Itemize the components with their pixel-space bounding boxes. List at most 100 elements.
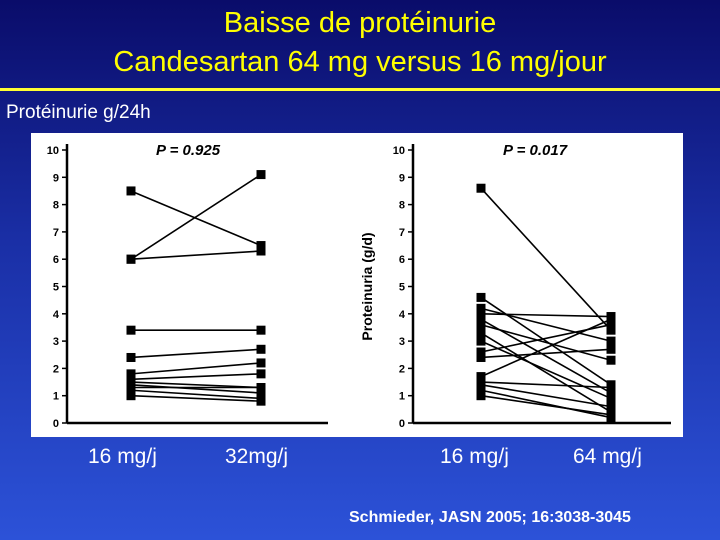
- data-point-1-14-1: [606, 410, 616, 420]
- data-point-0-5-0: [126, 369, 136, 379]
- data-point-1-1-0: [476, 292, 486, 302]
- y-tick-label-1-9: 9: [399, 172, 405, 184]
- series-line-0-11: [130, 394, 262, 402]
- data-point-0-10-0: [126, 385, 136, 395]
- y-unit-label: Protéinurie g/24h: [6, 102, 151, 123]
- series-line-0-2: [130, 250, 262, 260]
- y-tick-label-0-1: 1: [53, 391, 59, 403]
- x-label-right-64: 64 mg/j: [573, 445, 642, 468]
- series-line-1-2: [480, 307, 612, 342]
- series-line-1-5: [480, 323, 612, 361]
- x-label-left-32: 32mg/j: [225, 445, 289, 468]
- data-point-1-3-0: [476, 309, 486, 319]
- series-line-1-13: [480, 389, 612, 419]
- data-point-1-13-0: [476, 385, 486, 395]
- y-tick-label-0-6: 6: [53, 254, 59, 266]
- y-tick-label-0-0: 0: [53, 418, 59, 430]
- x-label-right-16: 16 mg/j: [440, 445, 509, 468]
- series-line-1-6: [480, 332, 612, 413]
- citation: Schmieder, JASN 2005; 16:3038-3045: [349, 509, 631, 526]
- y-tick-label-1-10: 10: [393, 145, 405, 157]
- data-point-1-12-0: [476, 380, 486, 390]
- x-label-left-16: 16 mg/j: [88, 445, 157, 468]
- data-point-0-2-0: [126, 254, 136, 264]
- data-point-0-6-1: [256, 369, 266, 379]
- series-line-1-0: [480, 187, 612, 331]
- data-point-1-9-0: [476, 352, 486, 362]
- series-line-1-14: [480, 394, 612, 416]
- data-point-1-7-0: [476, 336, 486, 346]
- data-point-0-3-1: [256, 325, 266, 335]
- data-point-0-9-1: [256, 383, 266, 393]
- series-line-0-1: [130, 173, 262, 260]
- y-tick-label-1-1: 1: [399, 391, 405, 403]
- data-point-0-11-0: [126, 391, 136, 401]
- y-tick-label-1-8: 8: [399, 200, 405, 212]
- y-tick-label-1-7: 7: [399, 227, 405, 239]
- data-point-1-6-0: [476, 328, 486, 338]
- data-point-0-1-1: [256, 170, 266, 180]
- data-point-1-10-1: [606, 314, 616, 324]
- data-point-1-8-1: [606, 320, 616, 330]
- data-point-0-11-1: [256, 396, 266, 406]
- y-tick-label-0-2: 2: [53, 363, 59, 375]
- series-line-0-7: [130, 381, 262, 389]
- data-point-0-0-1: [256, 241, 266, 251]
- slide-title-line-2: Candesartan 64 mg versus 16 mg/jour: [113, 46, 607, 78]
- y-tick-label-0-9: 9: [53, 172, 59, 184]
- y-axis-label-1: Proteinuria (g/d): [359, 232, 375, 340]
- slide-title-line-1: Baisse de protéinurie: [223, 7, 497, 39]
- series-line-1-7: [480, 340, 612, 400]
- chart-svg: 0 1 2 3 4 5 6 7 8 9 10 P = 0.925 0 1 2 3 4 5 6 7 8 9 10 P = 0.0…: [47, 142, 671, 430]
- panel-title-0: P = 0.925: [156, 142, 221, 159]
- series-line-1-10: [480, 318, 612, 378]
- series-line-1-11: [480, 381, 612, 389]
- series-line-1-1: [480, 296, 612, 386]
- y-tick-label-1-0: 0: [399, 418, 405, 430]
- series-line-0-5: [130, 362, 262, 375]
- y-tick-label-1-5: 5: [399, 282, 405, 294]
- data-point-1-14-0: [476, 391, 486, 401]
- series-line-0-8: [130, 383, 262, 394]
- data-point-1-10-0: [476, 372, 486, 382]
- data-point-1-2-0: [476, 303, 486, 313]
- data-point-1-0-1: [606, 325, 616, 335]
- y-tick-label-0-8: 8: [53, 200, 59, 212]
- y-tick-label-1-3: 3: [399, 336, 405, 348]
- data-point-1-2-1: [606, 336, 616, 346]
- data-point-1-11-1: [606, 383, 616, 393]
- series-line-0-4: [130, 348, 262, 359]
- y-tick-label-0-5: 5: [53, 282, 59, 294]
- data-point-1-7-1: [606, 393, 616, 403]
- panel-title-1: P = 0.017: [503, 142, 568, 159]
- title-divider: [0, 88, 720, 91]
- data-point-1-12-1: [606, 402, 616, 412]
- series-line-1-12: [480, 383, 612, 408]
- data-point-0-0-0: [126, 186, 136, 196]
- data-point-1-5-1: [606, 355, 616, 365]
- y-tick-label-0-4: 4: [53, 309, 60, 321]
- series-line-1-3: [480, 313, 612, 318]
- y-tick-label-0-10: 10: [47, 145, 59, 157]
- data-point-1-5-0: [476, 320, 486, 330]
- series-line-0-0: [130, 190, 262, 247]
- series-line-1-4: [480, 318, 612, 394]
- series-line-1-9: [480, 348, 612, 359]
- data-point-1-9-1: [606, 344, 616, 354]
- data-point-1-0-0: [476, 183, 486, 193]
- data-point-1-4-1: [606, 388, 616, 398]
- series-line-0-10: [130, 389, 262, 400]
- chart-panel: 0 1 2 3 4 5 6 7 8 9 10 P = 0.925 0 1 2 3 4 5 6 7 8 9 10 P = 0.0…: [31, 133, 683, 437]
- data-point-0-3-0: [126, 325, 136, 335]
- series-line-0-6: [130, 373, 262, 381]
- y-tick-label-0-7: 7: [53, 227, 59, 239]
- data-point-0-2-1: [256, 246, 266, 256]
- y-tick-label-1-2: 2: [399, 363, 405, 375]
- data-point-0-4-0: [126, 352, 136, 362]
- y-tick-label-1-4: 4: [399, 309, 406, 321]
- y-tick-label-0-3: 3: [53, 336, 59, 348]
- data-point-0-8-1: [256, 388, 266, 398]
- data-point-1-4-0: [476, 314, 486, 324]
- data-point-0-4-1: [256, 344, 266, 354]
- data-point-1-8-0: [476, 347, 486, 357]
